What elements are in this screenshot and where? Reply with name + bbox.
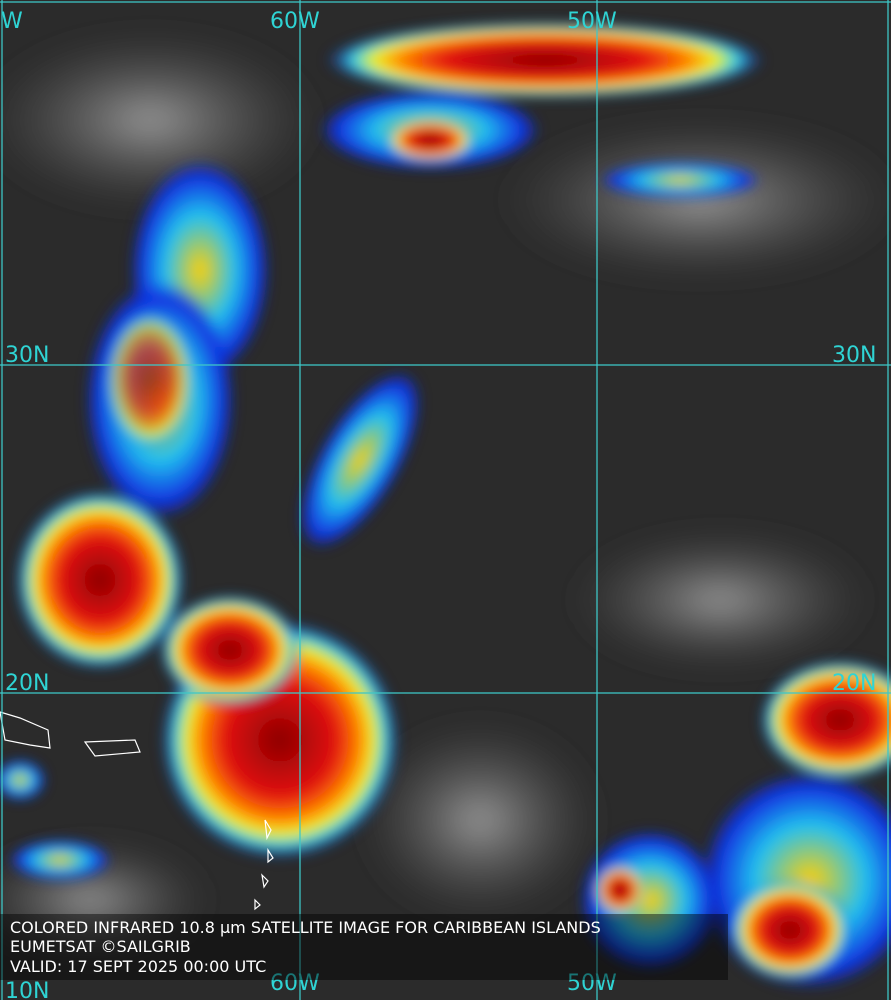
grid-label: 20N: [832, 671, 876, 696]
caption-line: EUMETSAT ©SAILGRIB: [10, 937, 191, 956]
grid-label: 70W: [0, 9, 23, 34]
grid-label: 60W: [270, 9, 320, 34]
coastlines: [0, 711, 274, 911]
caption-box: [0, 914, 728, 980]
grid-label: 30N: [832, 343, 876, 368]
grid-label: 50W: [567, 971, 617, 996]
caption: COLORED INFRARED 10.8 µm SATELLITE IMAGE…: [0, 914, 728, 980]
caption-line: COLORED INFRARED 10.8 µm SATELLITE IMAGE…: [10, 918, 601, 937]
grid-label: 10N: [5, 979, 49, 1000]
caption-line: VALID: 17 SEPT 2025 00:00 UTC: [10, 957, 266, 976]
grid-label: 60W: [270, 971, 320, 996]
cloud-tops: [0, 22, 891, 990]
grid-label: 30N: [5, 343, 49, 368]
grid-label: 20N: [5, 671, 49, 696]
grid-label: 50W: [567, 9, 617, 34]
grid-labels: 70W 60W 50W 30N 20N 10N 30N 20N 60W 50W: [0, 9, 876, 1000]
